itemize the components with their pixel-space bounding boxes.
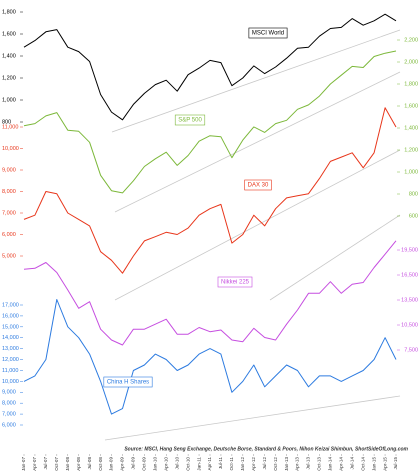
- y-tick-label: 1,000: [2, 97, 16, 103]
- y-tick-label: 2,200: [404, 37, 418, 43]
- x-tick-label: Apr-15: [382, 457, 387, 471]
- x-tick-label: Oct-10: [185, 457, 190, 471]
- y-tick-label: 15,000: [2, 324, 19, 330]
- series-line: [23, 240, 397, 346]
- y-tick-label: 1,600: [2, 31, 16, 37]
- x-tick-label: Jul-13: [306, 457, 311, 470]
- x-tick-label: Apr-10: [163, 457, 168, 471]
- y-tick-label: 16,000: [2, 313, 19, 319]
- legend-label: Nikkei 225: [221, 280, 250, 286]
- x-tick-label: Apr-08: [76, 457, 81, 471]
- y-tick-label: 1,000: [404, 169, 418, 175]
- y-tick-label: 5,000: [2, 253, 16, 259]
- x-tick-label: Jul-08: [87, 457, 92, 470]
- x-tick-label: Jan-10: [153, 457, 158, 471]
- x-tick-label: Apr-09: [120, 457, 125, 471]
- y-tick-label: 12,000: [2, 357, 19, 363]
- trend-line: [104, 395, 401, 441]
- source-note: Source: MSCI, Hang Seng Exchange, Deutsc…: [124, 446, 408, 452]
- x-tick-label: Oct-08: [98, 457, 103, 471]
- y-tick-label: 800: [2, 119, 11, 125]
- series-line: [23, 299, 397, 415]
- x-tick-label: Oct-09: [142, 457, 147, 471]
- series-line: [23, 13, 397, 121]
- x-tick-label: Oct-13: [317, 457, 322, 471]
- x-tick-label: Jan-13: [284, 457, 289, 471]
- y-tick-label: 6,000: [2, 232, 16, 238]
- x-tick-label: Oct-14: [360, 457, 365, 471]
- trend-line: [114, 149, 401, 301]
- x-tick-label: Jul-12: [262, 457, 267, 470]
- y-tick-label: 16,500: [401, 272, 418, 278]
- x-tick-label: Apr-12: [251, 457, 256, 471]
- x-tick-label: Jan-08: [65, 457, 70, 471]
- y-tick-label: 1,200: [404, 147, 418, 153]
- trend-line: [269, 214, 401, 301]
- legend-box: [217, 276, 253, 288]
- y-tick-label: 19,500: [401, 247, 418, 253]
- x-tick-label: Jul-11: [218, 457, 223, 470]
- y-tick-label: 6,000: [2, 422, 16, 428]
- x-tick-label: Oct-12: [273, 457, 278, 471]
- trend-line: [114, 71, 401, 213]
- y-tick-label: 10,000: [2, 379, 19, 385]
- y-tick-label: 13,000: [2, 346, 19, 352]
- legend-label: China H Shares: [107, 380, 149, 386]
- x-tick-label: Oct-11: [229, 457, 234, 471]
- x-tick-label: Apr-13: [295, 457, 300, 471]
- x-tick-label: Jul-10: [174, 457, 179, 470]
- x-tick-label: Jan-14: [328, 457, 333, 471]
- trend-lines: [104, 29, 401, 441]
- y-tick-label: 1,600: [404, 103, 418, 109]
- y-tick-label: 2,000: [404, 59, 418, 65]
- x-tick-label: Jan-12: [240, 457, 245, 471]
- y-tick-label: 10,000: [2, 146, 19, 152]
- x-tick-label: Apr-14: [339, 457, 344, 471]
- legend-label: MSCI World: [252, 31, 284, 37]
- series-line: [23, 107, 397, 274]
- x-tick-label: Apr-07: [32, 457, 37, 471]
- y-tick-label: 17,000: [2, 302, 19, 308]
- y-tick-label: 1,400: [2, 53, 16, 59]
- y-tick-label: 11,000: [2, 124, 18, 130]
- trend-line: [111, 29, 401, 133]
- y-tick-label: 7,000: [2, 210, 16, 216]
- y-tick-label: 1,200: [2, 75, 16, 81]
- y-tick-label: 14,000: [2, 335, 19, 341]
- y-tick-label: 600: [409, 213, 418, 219]
- y-tick-label: 8,000: [2, 401, 16, 407]
- x-tick-label: Jan-07: [21, 457, 26, 471]
- legend-box: [244, 179, 272, 191]
- y-tick-label: 1,400: [404, 125, 418, 131]
- y-tick-label: 800: [409, 191, 418, 197]
- y-tick-label: 7,000: [2, 412, 16, 418]
- y-tick-label: 7,500: [404, 347, 418, 353]
- x-tick-label: Jan-09: [109, 457, 114, 471]
- y-tick-label: 9,000: [2, 167, 16, 173]
- x-tick-label: Jul-07: [43, 457, 48, 470]
- x-tick-label: Jul-15: [393, 457, 398, 470]
- legend-label: DAX 30: [248, 183, 269, 189]
- x-tick-label: Oct-07: [54, 457, 59, 471]
- y-tick-label: 8,000: [2, 189, 16, 195]
- series-line: [23, 50, 397, 194]
- legend-box: [103, 376, 153, 388]
- legend-box: [248, 27, 288, 39]
- y-tick-label: 9,000: [2, 390, 16, 396]
- legend-label: S&P 500: [178, 118, 202, 124]
- y-tick-label: 10,500: [401, 322, 418, 328]
- y-tick-label: 13,500: [401, 297, 418, 303]
- x-tick-label: Jan-11: [196, 457, 201, 471]
- x-tick-label: Apr-11: [207, 457, 212, 471]
- y-tick-label: 1,800: [2, 9, 16, 15]
- legend-box: [174, 114, 206, 126]
- x-tick-label: Jan-15: [371, 457, 376, 471]
- x-tick-label: Jul-09: [131, 457, 136, 470]
- x-tick-label: Jul-14: [349, 457, 354, 470]
- y-tick-label: 1,800: [404, 81, 418, 87]
- y-tick-label: 11,000: [2, 368, 18, 374]
